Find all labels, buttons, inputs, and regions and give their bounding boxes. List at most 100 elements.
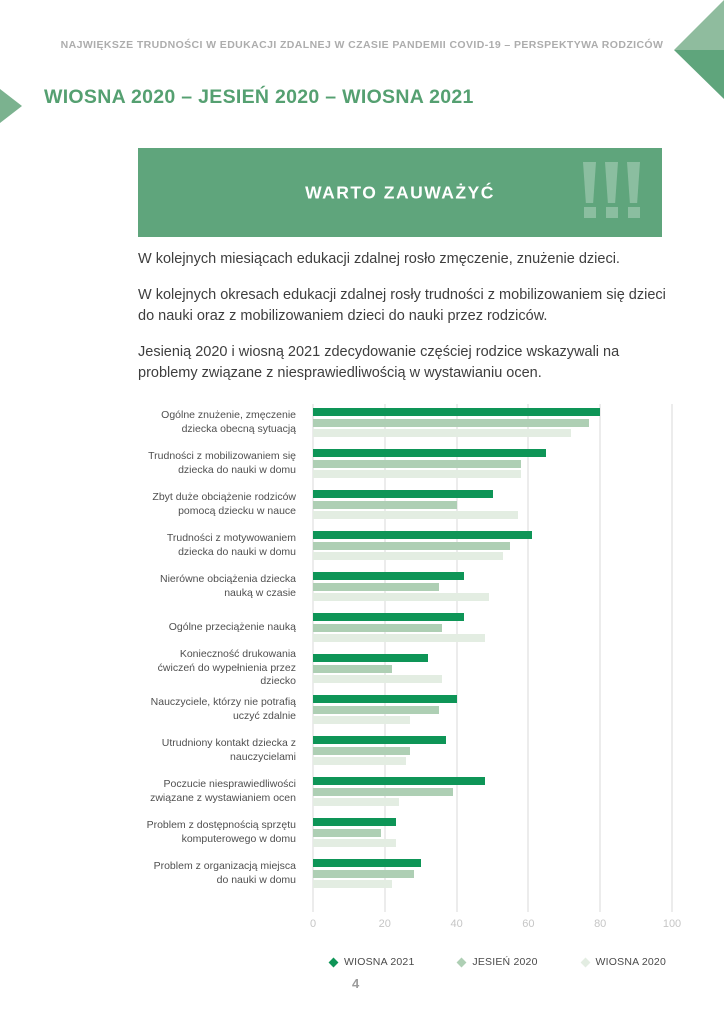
legend-item: WIOSNA 2020: [580, 956, 666, 968]
bar-jesień-2020: [313, 869, 414, 878]
legend-label: JESIEŃ 2020: [472, 956, 538, 968]
x-tick-label: 0: [309, 918, 317, 930]
bar-group: [313, 654, 672, 683]
page-header-title: NAJWIĘKSZE TRUDNOŚCI W EDUKACJI ZDALNEJ …: [60, 39, 664, 51]
bar-jesień-2020: [313, 500, 457, 509]
gridline: [527, 404, 529, 912]
bar-jesień-2020: [313, 787, 453, 796]
bar-jesień-2020: [313, 418, 590, 427]
exclamation-dot: [605, 207, 618, 218]
heading-arrow-icon: [0, 89, 22, 123]
bar-wiosna-2020: [313, 634, 486, 642]
bar-wiosna-2021: [313, 777, 486, 785]
category-label: Nauczyciele, którzy nie potrafią uczyć z…: [150, 695, 296, 722]
exclamation-icon: [583, 162, 640, 218]
bar-wiosna-2020: [313, 511, 518, 519]
corner-arrow-icon: [674, 0, 724, 99]
x-tick-label: 40: [450, 918, 463, 930]
bar-jesień-2020: [313, 459, 522, 468]
bar-jesień-2020: [313, 582, 439, 591]
exclamation-bar: [583, 162, 596, 203]
chart-row: Nierówne obciążenia dziecka nauką w czas…: [140, 566, 672, 607]
x-tick-label: 100: [662, 918, 682, 930]
bar-group: [313, 490, 672, 519]
bar-jesień-2020: [313, 705, 439, 714]
bar-group: [313, 408, 672, 437]
exclamation-mark: [583, 162, 596, 218]
legend-label: WIOSNA 2020: [595, 956, 666, 968]
bar-wiosna-2021: [313, 572, 464, 580]
chart-row: Poczucie niesprawiedliwości związane z w…: [140, 771, 672, 812]
body-text: W kolejnych miesiącach edukacji zdalnej …: [138, 249, 668, 399]
chart-row: Konieczność drukowania ćwiczeń do wypełn…: [140, 648, 672, 689]
chart-row: Trudności z motywowaniem dziecka do nauk…: [140, 525, 672, 566]
bar-wiosna-2021: [313, 449, 547, 457]
category-label: Problem z dostępnością sprzętu komputero…: [146, 818, 296, 845]
gridline: [599, 404, 601, 912]
legend-label: WIOSNA 2021: [344, 956, 415, 968]
bar-group: [313, 695, 672, 724]
exclamation-bar: [627, 162, 640, 203]
banner-title: WARTO ZAUWAŻYĆ: [305, 182, 495, 202]
callout-banner: WARTO ZAUWAŻYĆ: [138, 148, 662, 237]
exclamation-mark: [605, 162, 618, 218]
bar-wiosna-2020: [313, 880, 392, 888]
chart-x-axis: 0 20 40 60 80 100: [309, 918, 681, 932]
bar-wiosna-2021: [313, 490, 493, 498]
bar-jesień-2020: [313, 664, 392, 673]
bar-jesień-2020: [313, 623, 443, 632]
bar-wiosna-2021: [313, 695, 457, 703]
category-label: Utrudniony kontakt dziecka z nauczyciela…: [161, 736, 296, 763]
bar-group: [313, 777, 672, 806]
paragraph-1: W kolejnych miesiącach edukacji zdalnej …: [138, 251, 620, 267]
bar-wiosna-2020: [313, 552, 504, 560]
legend-item: JESIEŃ 2020: [456, 956, 538, 968]
gridline: [671, 404, 673, 912]
x-tick-label: 80: [594, 918, 607, 930]
category-label: Poczucie niesprawiedliwości związane z w…: [150, 777, 296, 804]
bar-wiosna-2021: [313, 736, 446, 744]
chart-row: Problem z dostępnością sprzętu komputero…: [140, 812, 672, 853]
legend-item: WIOSNA 2021: [328, 956, 415, 968]
section-heading: WIOSNA 2020 – JESIEŃ 2020 – WIOSNA 2021: [44, 86, 474, 108]
bar-group: [313, 572, 672, 601]
bar-wiosna-2020: [313, 593, 489, 601]
exclamation-dot: [583, 207, 596, 218]
category-label: Trudności z mobilizowaniem się dziecka d…: [148, 449, 296, 476]
bar-wiosna-2021: [313, 818, 396, 826]
chart-row: Ogólne przeciążenie nauką: [140, 607, 672, 648]
corner-triangle-dark: [674, 50, 724, 99]
bar-group: [313, 449, 672, 478]
bar-jesień-2020: [313, 541, 511, 550]
exclamation-bar: [605, 162, 618, 203]
bar-jesień-2020: [313, 746, 410, 755]
category-label: Problem z organizacją miejsca do nauki w…: [153, 859, 296, 886]
bar-wiosna-2020: [313, 839, 396, 847]
x-tick-label: 20: [378, 918, 391, 930]
bar-group: [313, 736, 672, 765]
bar-chart: Ogólne znużenie, zmęczenie dziecka obecn…: [140, 402, 681, 968]
bar-group: [313, 818, 672, 847]
exclamation-dot: [627, 207, 640, 218]
paragraph-3: Jesienią 2020 i wiosną 2021 zdecydowanie…: [138, 344, 620, 382]
category-label: Konieczność drukowania ćwiczeń do wypełn…: [157, 647, 296, 688]
legend-diamond-icon: [328, 957, 339, 967]
chart-row: Zbyt duże obciążenie rodziców pomocą dzi…: [140, 484, 672, 525]
bar-wiosna-2020: [313, 675, 443, 683]
paragraph-2: W kolejnych okresach edukacji zdalnej ro…: [138, 287, 666, 325]
bar-jesień-2020: [313, 828, 382, 837]
bar-wiosna-2020: [313, 429, 572, 437]
bar-wiosna-2020: [313, 757, 407, 765]
legend-diamond-icon: [456, 957, 467, 967]
chart-row: Nauczyciele, którzy nie potrafią uczyć z…: [140, 689, 672, 730]
category-label: Nierówne obciążenia dziecka nauką w czas…: [160, 572, 296, 599]
bar-wiosna-2021: [313, 408, 601, 416]
chart-plot-area: Ogólne znużenie, zmęczenie dziecka obecn…: [140, 402, 673, 912]
chart-row: Trudności z mobilizowaniem się dziecka d…: [140, 443, 672, 484]
bar-wiosna-2020: [313, 716, 410, 724]
bar-wiosna-2021: [313, 613, 464, 621]
bar-wiosna-2020: [313, 470, 522, 478]
chart-row: Utrudniony kontakt dziecka z nauczyciela…: [140, 730, 672, 771]
category-label: Zbyt duże obciążenie rodziców pomocą dzi…: [152, 490, 296, 517]
